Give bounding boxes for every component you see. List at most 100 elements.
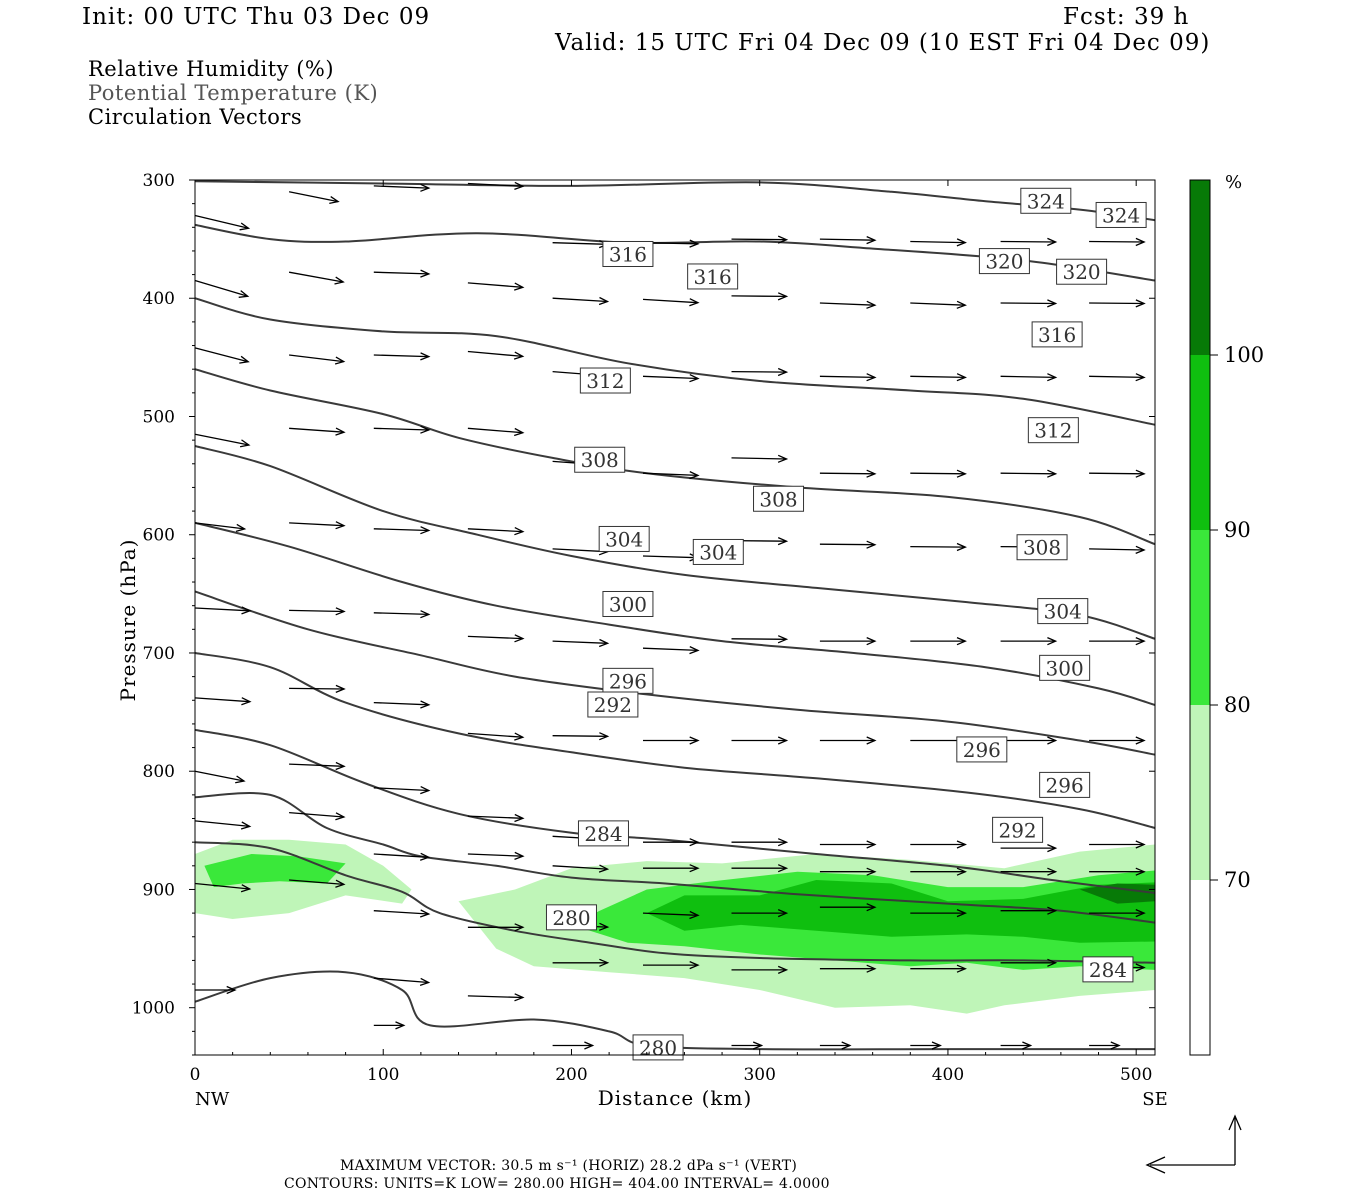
contour-label-box: [1082, 956, 1134, 983]
vector-shaft: [467, 815, 523, 819]
circulation-vector: [819, 964, 877, 973]
y-tick-label: 900: [143, 880, 175, 900]
circulation-vector: [731, 736, 789, 745]
vector-shaft: [373, 612, 429, 616]
circulation-vector: [1000, 373, 1058, 382]
vector-head: [240, 821, 252, 830]
contour-label-312: 312: [1027, 417, 1079, 444]
vector-shaft: [910, 545, 966, 548]
vector-head: [956, 469, 967, 478]
vector-shaft: [289, 811, 344, 818]
y-tick-label: 700: [143, 644, 175, 664]
circulation-vector: [1089, 840, 1146, 849]
circulation-vector: [1089, 637, 1146, 646]
contour-label-324: 324: [1020, 187, 1072, 214]
contour-label-296: 296: [1039, 771, 1091, 798]
vector-head: [777, 537, 789, 546]
vector-head: [420, 352, 431, 361]
contour-label-280: 280: [632, 1034, 684, 1061]
vector-shaft: [194, 433, 250, 446]
circulation-vector: [643, 736, 700, 745]
contour-label-text: 308: [759, 487, 797, 511]
circulation-vector: [373, 183, 431, 192]
contour-label-text: 296: [1046, 773, 1084, 797]
contour-label-box: [956, 736, 1008, 763]
circulation-vector-layer: [194, 181, 1146, 1050]
vector-head: [689, 910, 700, 920]
contour-label-box: [992, 816, 1044, 843]
contour-label-box: [687, 263, 739, 290]
vector-head: [1110, 1041, 1121, 1050]
contour-label-300: 300: [1039, 654, 1091, 681]
circulation-vector: [552, 732, 610, 741]
vector-shaft: [642, 298, 698, 304]
colorbar-segment: [1190, 180, 1210, 355]
vector-head: [395, 1021, 406, 1030]
vector-shaft: [289, 763, 345, 767]
vector-head: [689, 374, 700, 383]
contour-label-280: 280: [545, 904, 597, 931]
circulation-vector: [819, 637, 877, 646]
vector-shaft: [467, 853, 523, 857]
vector-head: [514, 181, 525, 191]
vector-shaft: [289, 687, 345, 690]
contour-info-note: CONTOURS: UNITS=K LOW= 280.00 HIGH= 404.…: [284, 1176, 830, 1192]
vector-head: [1135, 736, 1146, 745]
contour-label-316: 316: [1031, 321, 1083, 348]
circulation-vector: [289, 607, 346, 616]
circulation-vector: [910, 238, 967, 247]
contour-label-text: 284: [1089, 958, 1127, 982]
colorbar-tick-label: 80: [1224, 693, 1251, 717]
contour-label-text: 312: [1034, 419, 1072, 443]
circulation-vector: [1000, 958, 1058, 967]
vector-shaft: [194, 770, 245, 782]
vector-shaft: [1000, 240, 1056, 243]
vector-head: [599, 958, 610, 967]
rh-region-100: [1079, 883, 1155, 904]
vector-head: [239, 439, 251, 448]
contour-label-296: 296: [956, 736, 1008, 763]
vector-head: [777, 838, 789, 847]
vector-shaft: [194, 279, 248, 297]
vector-shaft: [1000, 375, 1056, 379]
circulation-vector: [552, 296, 610, 306]
contour-label-324: 324: [1095, 201, 1147, 228]
circulation-vector: [552, 958, 610, 967]
circulation-vector: [819, 300, 877, 309]
vector-head: [1135, 299, 1146, 308]
x-tick-label: 500: [1120, 1065, 1152, 1085]
vector-head: [1135, 963, 1146, 972]
circulation-vector: [1000, 844, 1058, 853]
rh-region-90: [646, 880, 1155, 943]
vector-head: [689, 471, 700, 480]
vector-head: [514, 732, 525, 741]
vector-shaft: [373, 185, 429, 189]
reference-vector-icon: [1145, 1114, 1242, 1174]
contour-label-box: [1095, 201, 1147, 228]
contour-label-box: [978, 248, 1030, 275]
contour-label-box: [577, 820, 629, 847]
vector-head: [235, 775, 246, 784]
vector-shaft: [819, 543, 875, 546]
contour-label-box: [598, 525, 650, 552]
contour-label-box: [692, 538, 744, 565]
vector-shaft: [194, 697, 250, 703]
contour-label-box: [1056, 258, 1108, 285]
contour-label-text: 300: [1046, 656, 1084, 680]
contour-label-text: 316: [1038, 323, 1076, 347]
vector-head: [514, 634, 525, 643]
vector-shaft: [194, 214, 249, 229]
circulation-vector: [288, 191, 340, 205]
contour-label-308: 308: [753, 485, 805, 512]
vector-shaft: [288, 191, 339, 203]
contour-label-text: 296: [963, 738, 1001, 762]
vector-head: [420, 425, 431, 434]
vector-head: [752, 1041, 764, 1050]
vector-head: [777, 635, 789, 644]
contour-label-308: 308: [1016, 534, 1068, 561]
vector-shaft: [467, 282, 523, 288]
vector-shaft: [1089, 240, 1145, 243]
contour-label-text: 316: [694, 265, 732, 289]
vector-head: [1135, 545, 1146, 555]
circulation-vector: [1000, 469, 1058, 478]
